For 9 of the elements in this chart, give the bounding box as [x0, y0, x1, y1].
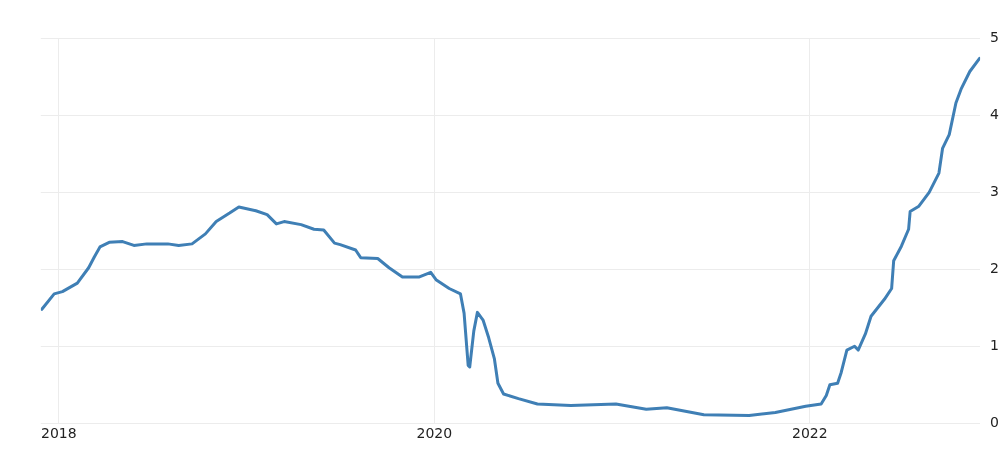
y-tick-label: 0 — [990, 413, 1000, 430]
x-tick-label: 2020 — [416, 425, 453, 442]
y-tick-label: 3 — [990, 182, 1000, 199]
y-tick-label: 5 — [990, 29, 1000, 46]
y-tick-label: 1 — [990, 336, 1000, 353]
x-tick-label: 2022 — [792, 425, 828, 442]
x-tick-label: 2018 — [40, 425, 77, 442]
y-tick-label: 4 — [990, 106, 1000, 122]
y-tick-label: 2 — [990, 259, 1000, 276]
